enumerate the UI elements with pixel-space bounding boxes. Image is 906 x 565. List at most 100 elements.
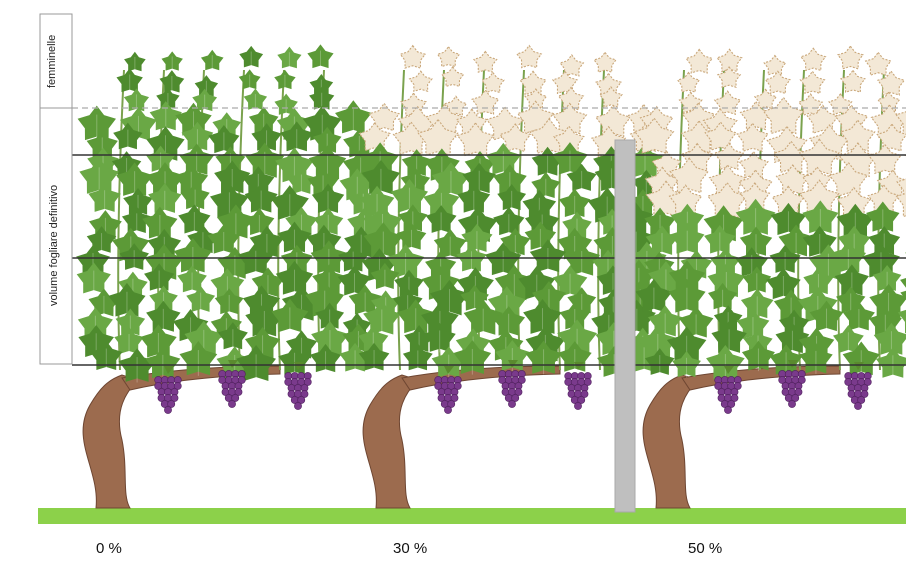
leaf (493, 206, 525, 236)
grape-cluster (498, 360, 526, 408)
leaf (271, 298, 309, 333)
removed-leaf (473, 50, 498, 73)
leaf (402, 343, 433, 371)
leaf (361, 159, 401, 195)
leaf (766, 267, 801, 300)
leaf (711, 320, 747, 354)
plant-label-30: 30 % (393, 540, 428, 557)
leaf (90, 341, 123, 371)
removed-leaf (499, 123, 532, 153)
leaf (668, 278, 706, 314)
removed-leaf (633, 117, 675, 154)
leaf (358, 342, 390, 371)
leaf (274, 69, 296, 90)
trellis-post (614, 139, 636, 513)
removed-leaf (828, 93, 853, 116)
leaf (192, 88, 218, 112)
removed-leaf (471, 89, 500, 115)
removed-leaf (441, 65, 465, 88)
zone-label-volume-fogliare: volume fogliare definitivo (48, 184, 60, 306)
leaf (200, 49, 224, 71)
leaf (145, 346, 181, 379)
grape-cluster (218, 360, 246, 408)
leaf (214, 288, 244, 315)
grape-cluster (778, 360, 806, 408)
leaf (799, 342, 833, 374)
leaf (423, 322, 456, 353)
leaf (370, 262, 400, 290)
leaf (277, 46, 302, 69)
leaf (396, 222, 427, 251)
zone-label-femminelle: femminelle (46, 34, 58, 88)
leaf (335, 100, 372, 134)
leaf (239, 45, 264, 68)
trunk (82, 374, 139, 509)
removed-leaf (669, 157, 710, 194)
leaf (144, 263, 175, 292)
removed-leaf (685, 48, 714, 74)
leaf (274, 93, 298, 116)
leaf (775, 322, 810, 354)
leaf (208, 124, 240, 154)
removed-leaf (736, 122, 769, 152)
leaf (161, 51, 183, 72)
leaf (462, 162, 497, 194)
removed-leaf (799, 70, 826, 95)
leaf (809, 300, 844, 332)
removed-leaf (764, 70, 791, 95)
removed-leaf (798, 138, 840, 176)
leaf (875, 347, 906, 379)
removed-leaf (840, 69, 866, 93)
removed-leaf (676, 71, 701, 93)
removed-leaf (598, 85, 623, 108)
leaf (348, 284, 382, 315)
leaf (123, 88, 150, 112)
leaf (552, 265, 588, 298)
removed-leaf (516, 44, 543, 69)
leaf (114, 326, 144, 355)
removed-leaf (876, 123, 906, 152)
grape-cluster (564, 362, 592, 410)
leaf (116, 162, 154, 197)
leaf (708, 282, 738, 310)
grape-cluster (714, 366, 742, 414)
leaf (497, 184, 527, 211)
leaf (461, 223, 493, 253)
leaf (121, 206, 152, 234)
leaf (566, 163, 597, 192)
removed-leaf (800, 47, 827, 72)
removed-leaf (399, 44, 427, 69)
leaf (113, 122, 143, 150)
removed-leaf (368, 102, 401, 132)
leaf (672, 350, 701, 378)
leaf (177, 265, 207, 293)
leaf (866, 201, 900, 233)
leaf (492, 306, 526, 337)
leaf (531, 171, 561, 199)
removed-leaf (408, 70, 433, 93)
removed-leaf (739, 100, 773, 131)
leaf (833, 325, 864, 354)
removed-leaf (762, 96, 805, 135)
removed-leaf (877, 91, 901, 113)
leaf (86, 226, 117, 254)
removed-leaf (775, 164, 810, 196)
leaf (531, 146, 564, 177)
leaf (244, 182, 278, 214)
leaf (363, 300, 401, 336)
leaf (119, 243, 149, 271)
grape-cluster (434, 366, 462, 414)
removed-leaf (481, 71, 505, 94)
leaf (159, 70, 185, 93)
leaf (77, 105, 116, 141)
leaf (280, 121, 314, 152)
leaf (307, 44, 334, 69)
leaf (179, 143, 214, 176)
removed-leaf (436, 45, 461, 68)
removed-leaf (738, 150, 769, 179)
zone-frame (39, 13, 73, 365)
removed-leaf (704, 121, 737, 151)
ground-strip (38, 508, 906, 524)
removed-leaf (716, 66, 742, 89)
leaf (238, 69, 261, 90)
